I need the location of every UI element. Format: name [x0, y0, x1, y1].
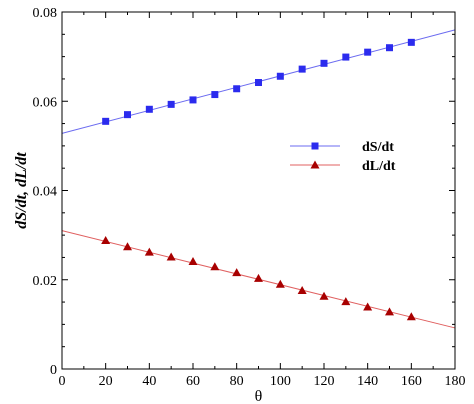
data-point [233, 85, 241, 93]
data-point [254, 273, 263, 282]
data-point [364, 48, 372, 56]
data-point [232, 268, 242, 277]
data-point [298, 65, 306, 73]
data-point [123, 242, 132, 251]
data-point [167, 100, 175, 108]
x-tick-label: 120 [314, 374, 335, 389]
y-axis-title: dS/dt, dL/dt [13, 152, 30, 229]
series-0 [61, 29, 456, 134]
data-point [385, 307, 394, 316]
data-point [211, 91, 219, 99]
data-point [210, 262, 220, 271]
legend-label: dS/dt [362, 140, 394, 155]
data-point [319, 291, 329, 300]
legend-marker [310, 160, 320, 169]
data-point [363, 302, 373, 311]
data-point [101, 235, 111, 244]
data-point [124, 111, 131, 119]
data-point [188, 256, 198, 265]
y-tick-label: 0.04 [33, 185, 58, 200]
y-tick-label: 0.02 [33, 274, 58, 289]
x-tick-label: 80 [230, 374, 244, 389]
data-point [145, 105, 153, 113]
data-point [255, 79, 262, 87]
legend-label: dL/dt [362, 159, 396, 174]
data-point [102, 117, 110, 125]
data-point [342, 53, 350, 61]
data-point [275, 279, 285, 288]
data-point [297, 285, 307, 294]
x-tick-label: 40 [142, 374, 156, 389]
data-point [320, 59, 328, 67]
x-tick-label: 100 [270, 374, 291, 389]
series-1 [61, 230, 456, 329]
x-axis-title: θ [255, 388, 263, 404]
legend-marker [311, 142, 319, 150]
data-point [386, 44, 393, 52]
x-tick-label: 0 [59, 374, 66, 389]
data-point [276, 72, 284, 80]
plot-frame [61, 11, 456, 370]
x-tick-label: 60 [186, 374, 200, 389]
data-point [189, 96, 197, 104]
x-tick-label: 140 [357, 374, 378, 389]
x-tick-label: 20 [99, 374, 113, 389]
y-tick-label: 0 [50, 363, 57, 378]
y-tick-label: 0.06 [33, 95, 58, 110]
data-point [166, 252, 176, 261]
y-tick-label: 0.08 [33, 6, 58, 21]
data-point [407, 38, 415, 46]
data-point [144, 247, 154, 256]
data-point [406, 312, 416, 321]
x-tick-label: 160 [401, 374, 422, 389]
data-point [341, 297, 351, 306]
legend-entry: dS/dt [290, 140, 394, 155]
legend: dS/dt dL/dt [290, 140, 396, 174]
legend-entry: dL/dt [290, 159, 396, 174]
x-tick-label: 180 [445, 374, 466, 389]
